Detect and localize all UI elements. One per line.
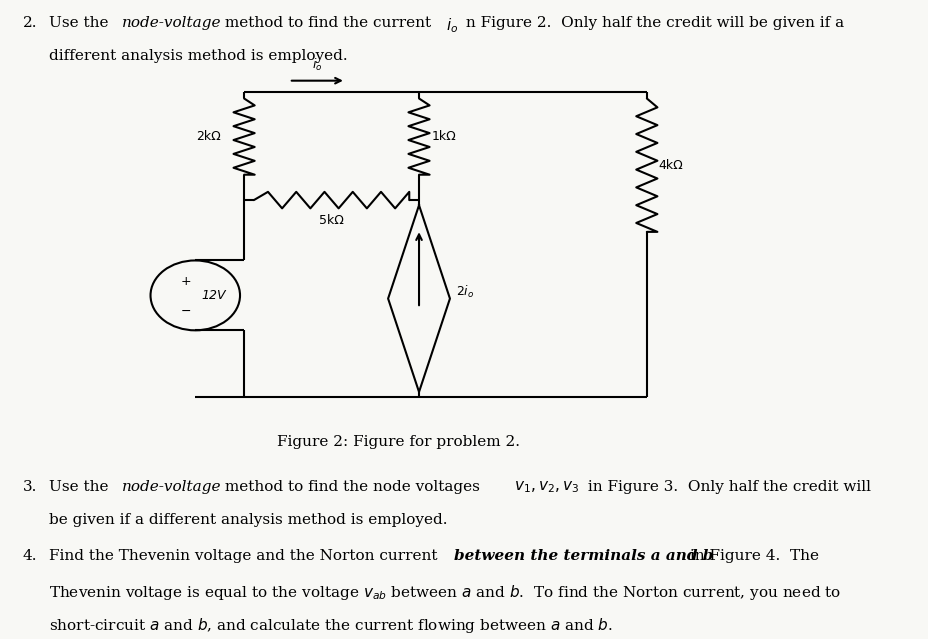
Text: short-circuit $a$ and $b$, and calculate the current flowing between $a$ and $b$: short-circuit $a$ and $b$, and calculate… [49,615,612,635]
Text: between the terminals a and b: between the terminals a and b [454,550,713,564]
Text: 5kΩ: 5kΩ [319,214,343,227]
Text: 2.: 2. [23,16,37,30]
Text: Figure 2: Figure for problem 2.: Figure 2: Figure for problem 2. [277,435,520,449]
Text: be given if a different analysis method is employed.: be given if a different analysis method … [49,512,447,527]
Text: $i_o$: $i_o$ [445,16,458,35]
Text: method to find the current: method to find the current [219,16,435,30]
Text: 4kΩ: 4kΩ [658,158,682,172]
Text: 1kΩ: 1kΩ [432,130,457,143]
Text: 3.: 3. [23,480,37,493]
Text: 4.: 4. [23,550,37,564]
Text: different analysis method is employed.: different analysis method is employed. [49,49,347,63]
Text: node-voltage: node-voltage [122,480,221,493]
Text: in Figure 4.  The: in Figure 4. The [684,550,818,564]
Text: 2kΩ: 2kΩ [197,130,221,143]
Text: +: + [180,275,190,288]
Text: Use the: Use the [49,16,113,30]
Text: 12V: 12V [201,289,226,302]
Text: node-voltage: node-voltage [122,16,221,30]
Text: $i_o$: $i_o$ [312,57,322,73]
Text: Use the: Use the [49,480,113,493]
Text: 2$i_o$: 2$i_o$ [456,284,474,300]
Text: n Figure 2.  Only half the credit will be given if a: n Figure 2. Only half the credit will be… [461,16,844,30]
Text: Find the Thevenin voltage and the Norton current: Find the Thevenin voltage and the Norton… [49,550,442,564]
Text: method to find the node voltages: method to find the node voltages [219,480,483,493]
Text: −: − [180,305,190,318]
Text: $v_1, v_2, v_3$: $v_1, v_2, v_3$ [514,480,579,495]
Text: Thevenin voltage is equal to the voltage $v_{ab}$ between $a$ and $b$.  To find : Thevenin voltage is equal to the voltage… [49,583,840,601]
Text: in Figure 3.  Only half the credit will: in Figure 3. Only half the credit will [582,480,870,493]
